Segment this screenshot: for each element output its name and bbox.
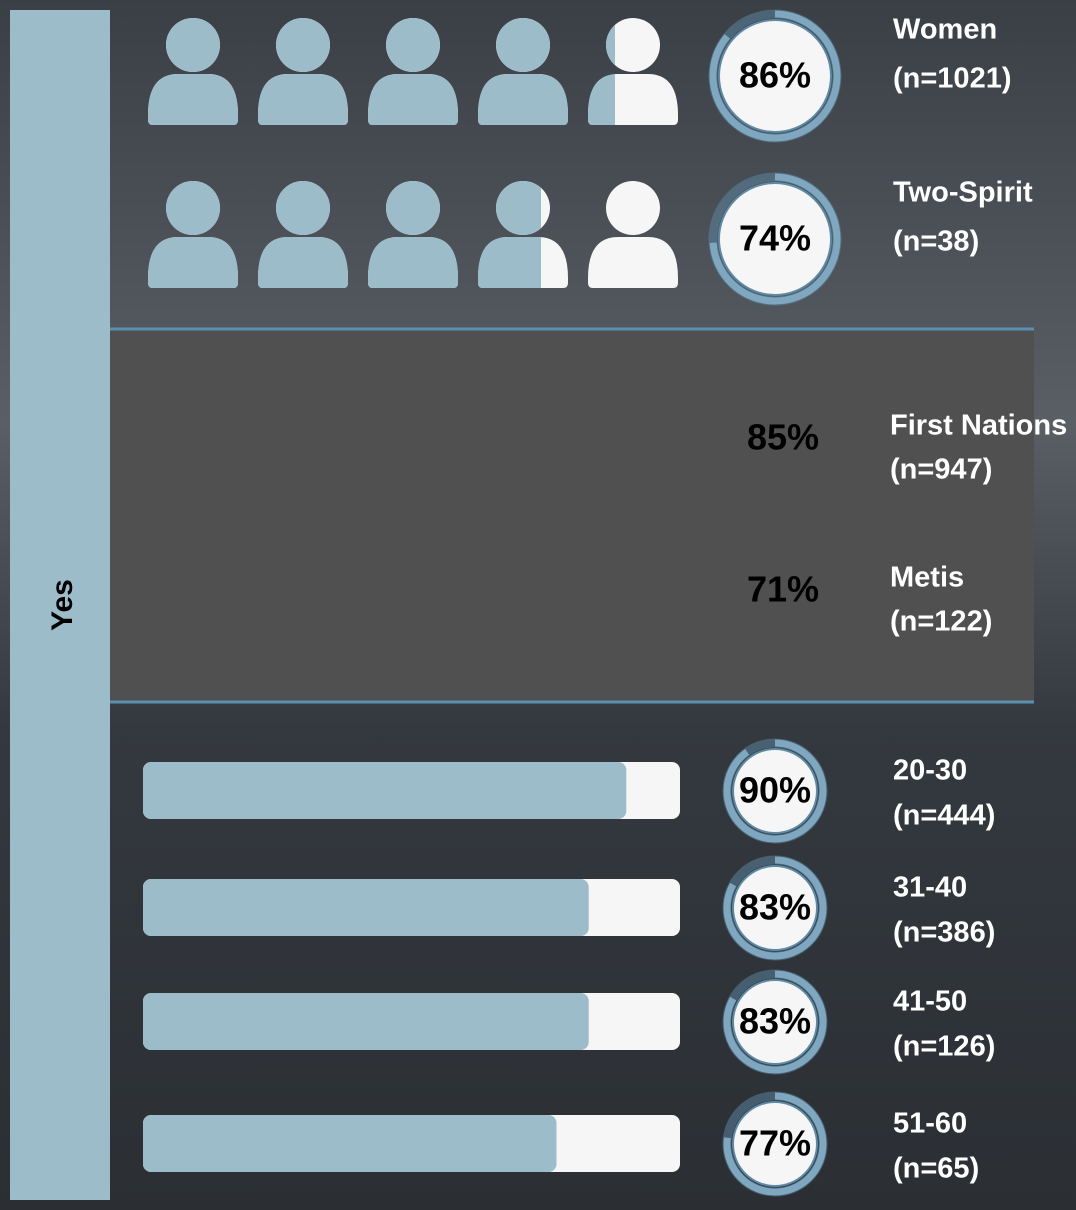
percent-label: 85% [747, 417, 819, 458]
percent-label: 74% [739, 218, 811, 259]
icon-head [496, 18, 550, 72]
person-icon [258, 18, 348, 125]
bar-fill [143, 993, 589, 1050]
icon-body [368, 74, 458, 125]
group-name: First Nations [890, 410, 1067, 442]
group-n: (n=126) [893, 1031, 995, 1063]
icon-head [166, 181, 220, 235]
ring-inner [732, 979, 818, 1065]
ring-inner [732, 748, 818, 834]
icon-head [276, 181, 330, 235]
icon-head [496, 181, 541, 235]
group-n: (n=65) [893, 1153, 979, 1185]
icon-head [166, 18, 220, 72]
icon-body [478, 237, 541, 288]
icon-body [258, 237, 348, 288]
person-icon [368, 18, 458, 125]
icon-body [258, 74, 348, 125]
group-name: 51-60 [893, 1108, 967, 1140]
side-bar [10, 10, 110, 1200]
bar-fill [143, 879, 589, 936]
icon-head [276, 18, 330, 72]
icon-head [606, 24, 615, 66]
group-n: (n=38) [893, 226, 979, 258]
icon-body [368, 237, 458, 288]
group-name: 20-30 [893, 755, 967, 787]
group-name: Women [893, 14, 997, 46]
group-n: (n=122) [890, 606, 992, 638]
person-icon [478, 181, 541, 288]
group-name: 41-50 [893, 986, 967, 1018]
person-icons [148, 181, 678, 288]
icon-body [588, 237, 678, 288]
person-icon [148, 18, 238, 125]
ring-inner [718, 19, 832, 133]
person-icon [588, 24, 615, 125]
person-icon [148, 181, 238, 288]
group-n: (n=386) [893, 917, 995, 949]
ring-arc [723, 1092, 827, 1196]
group-n: (n=1021) [893, 63, 1011, 95]
group-name: 31-40 [893, 872, 967, 904]
group-n: (n=947) [890, 454, 992, 486]
bar-fill [143, 762, 627, 819]
ring-arc [709, 173, 841, 305]
icon-body [588, 74, 615, 125]
icon-body [478, 74, 568, 125]
percent-label: 83% [739, 1001, 811, 1042]
ring-inner [732, 1101, 818, 1187]
percent-label: 83% [739, 887, 811, 928]
percent-label: 77% [739, 1123, 811, 1164]
icon-body [148, 237, 238, 288]
person-icons [148, 18, 678, 125]
icon-head [386, 18, 440, 72]
icon-head [606, 18, 660, 72]
ring-arc [723, 856, 827, 960]
percent-label: 86% [739, 55, 811, 96]
side-label: Yes [46, 579, 79, 631]
group-name: Metis [890, 562, 964, 594]
ring-inner [718, 182, 832, 296]
percent-label: 71% [747, 569, 819, 610]
person-icon [258, 181, 348, 288]
ring-arc [723, 739, 827, 843]
ring-inner [732, 865, 818, 951]
person-icon [478, 18, 568, 125]
icon-head [386, 181, 440, 235]
ring-arc [723, 970, 827, 1074]
percent-label: 90% [739, 770, 811, 811]
group-n: (n=444) [893, 800, 995, 832]
bar-fill [143, 1115, 557, 1172]
person-icon [588, 181, 678, 288]
icon-body [148, 74, 238, 125]
identity-panel [110, 328, 1034, 703]
person-icon [368, 181, 458, 288]
group-name: Two-Spirit [893, 177, 1033, 209]
icon-head [606, 181, 660, 235]
ring-arc [709, 10, 841, 142]
